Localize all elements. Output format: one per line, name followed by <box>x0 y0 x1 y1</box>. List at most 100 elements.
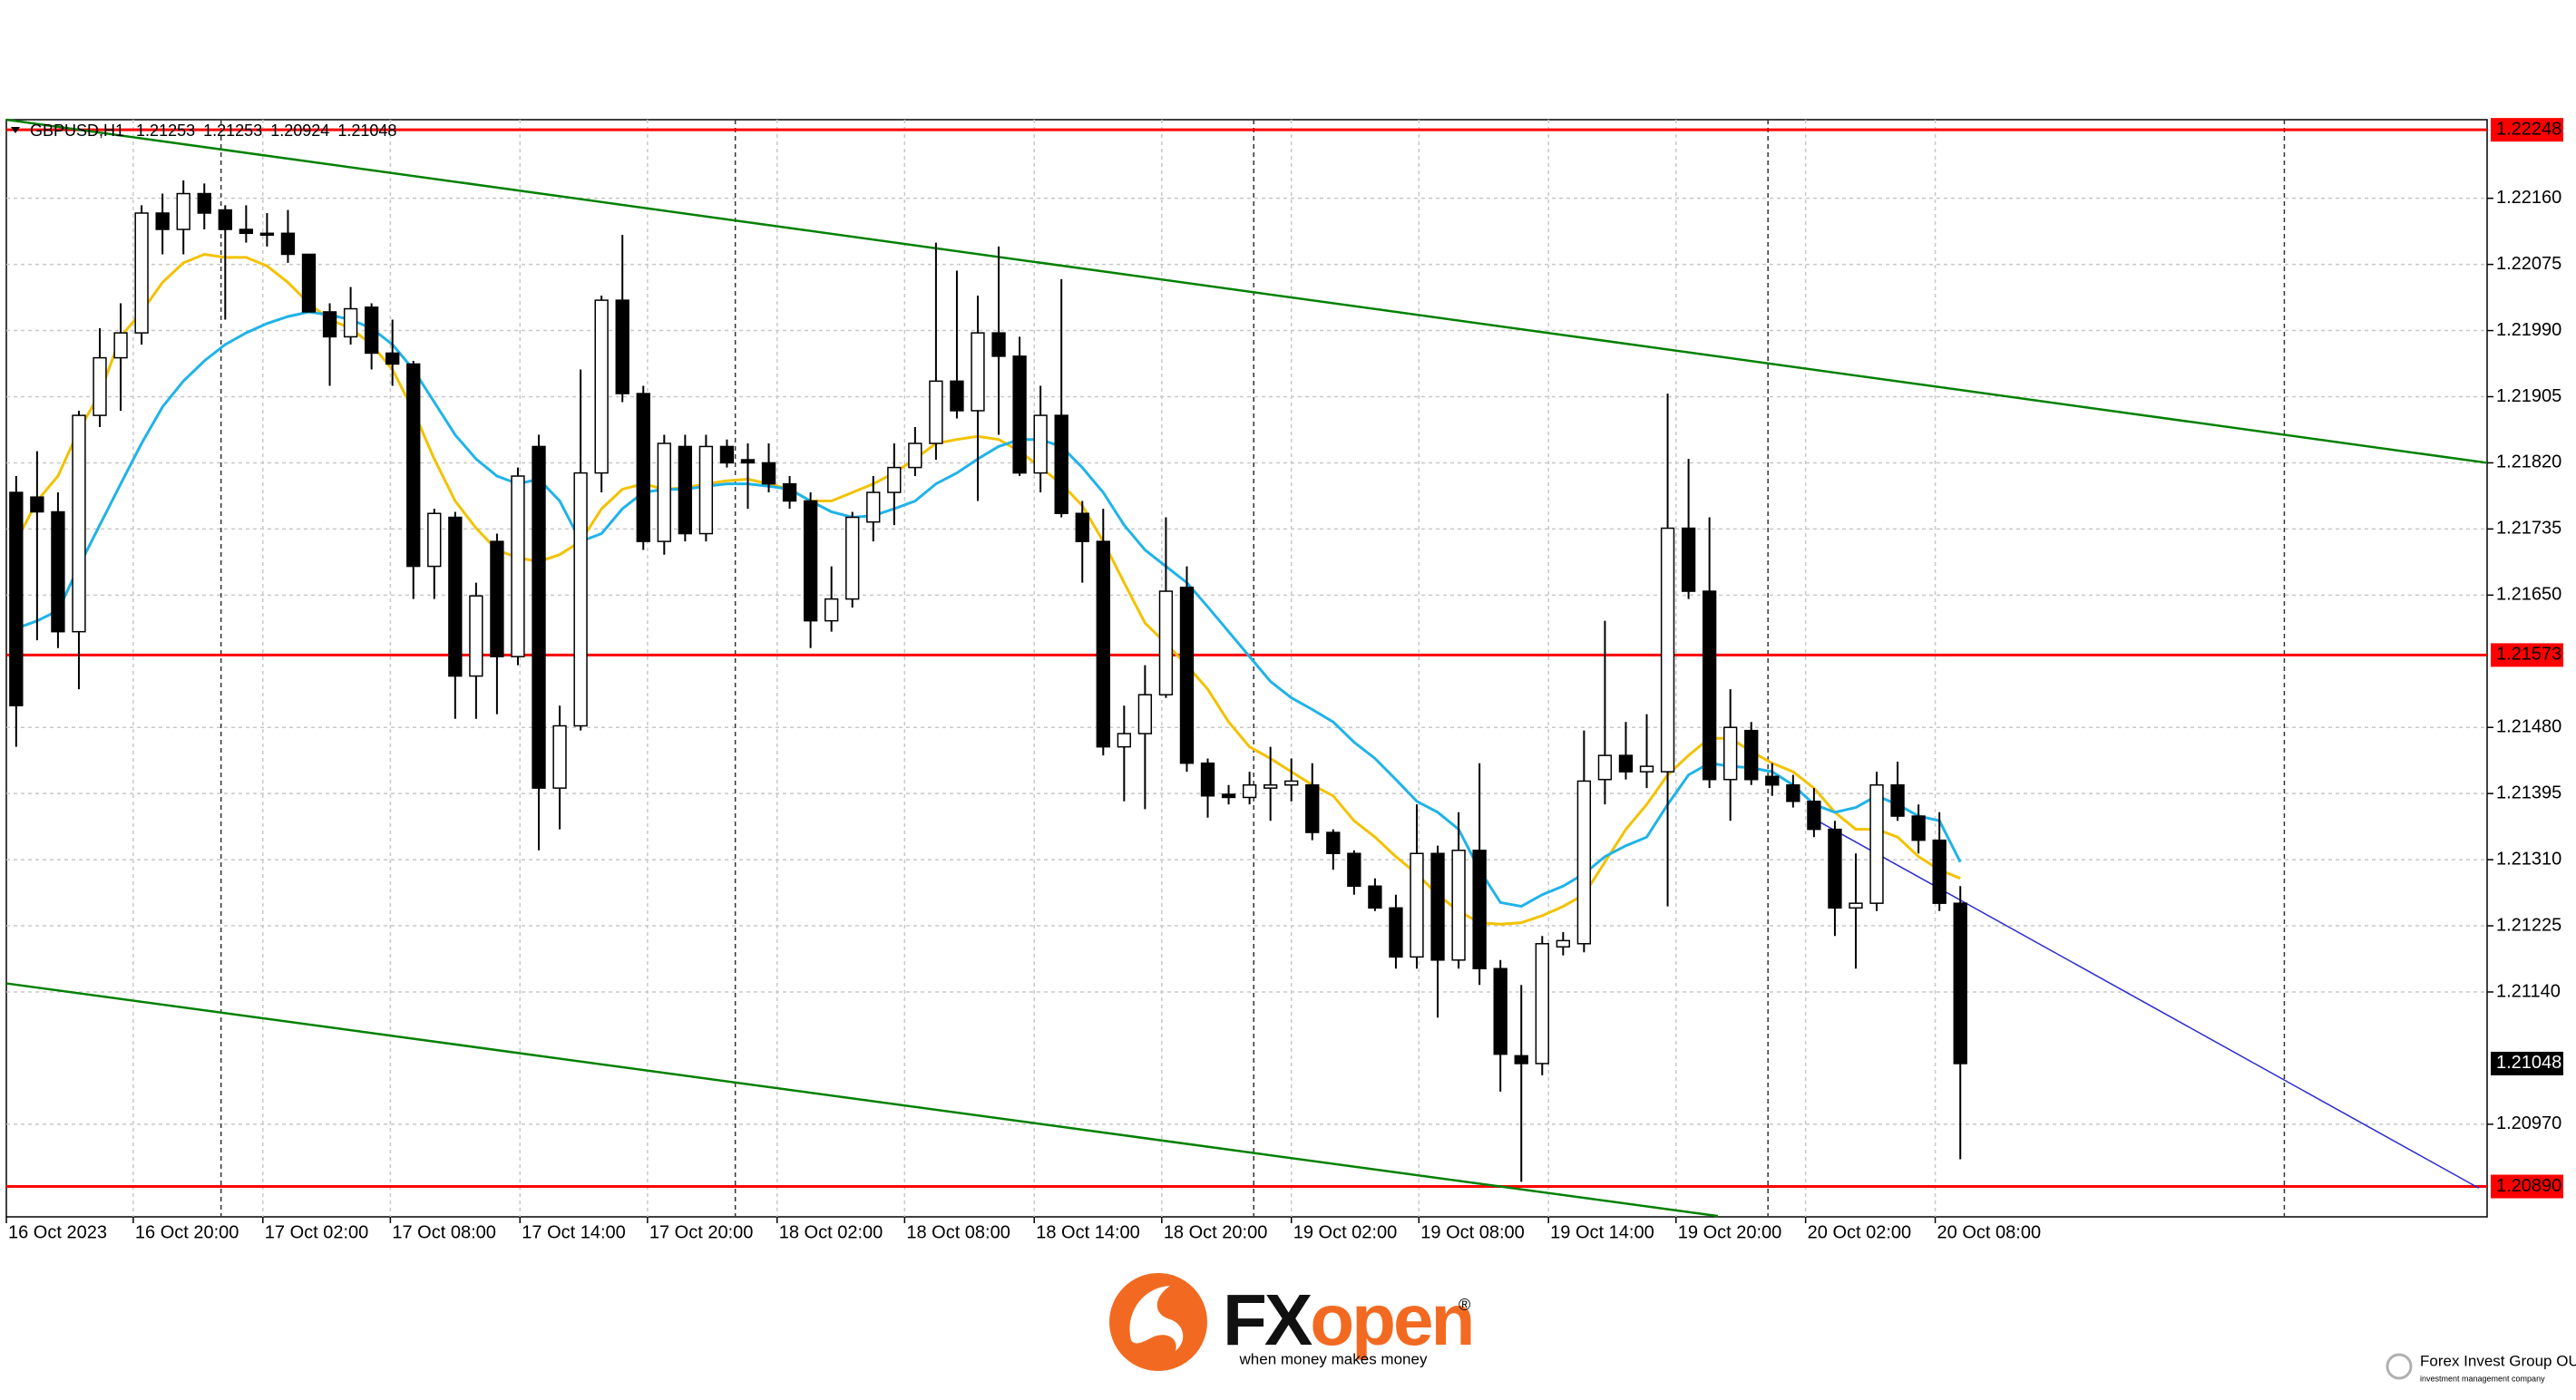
candle-body <box>1430 852 1445 961</box>
level-label: 1.22248 <box>2496 119 2561 139</box>
x-tick-label: 20 Oct 02:00 <box>1808 1222 1912 1242</box>
candle-body <box>887 466 902 493</box>
candle-body <box>1514 1055 1528 1065</box>
header-close: 1.21048 <box>337 122 396 140</box>
level-label: 1.21573 <box>2496 645 2561 665</box>
candle-body <box>197 192 211 214</box>
header-open: 1.21253 <box>136 122 195 140</box>
x-tick-label: 16 Oct 2023 <box>8 1222 107 1242</box>
candle-body <box>1618 754 1634 773</box>
y-tick-label: 1.21735 <box>2496 519 2561 539</box>
logo-swirl <box>1129 1286 1184 1351</box>
y-tick-label: 1.20970 <box>2496 1113 2561 1133</box>
x-tick-label: 18 Oct 14:00 <box>1036 1222 1140 1242</box>
candle-body <box>1911 815 1926 841</box>
candle-body <box>155 212 170 230</box>
candle-body <box>322 311 337 338</box>
candle-body <box>1221 793 1236 799</box>
level-label: 1.20890 <box>2496 1176 2561 1196</box>
candle-body <box>30 496 44 513</box>
candle-body <box>1890 783 1905 817</box>
y-tick-label: 1.21480 <box>2496 717 2561 737</box>
x-tick-label: 19 Oct 20:00 <box>1678 1222 1782 1242</box>
lines-layer <box>5 118 2488 1218</box>
candle-body <box>678 445 693 535</box>
candle-body <box>1744 729 1759 781</box>
candle-body <box>761 462 776 485</box>
candle-body <box>1200 762 1215 797</box>
candle-body <box>51 510 65 633</box>
candle-body <box>740 459 756 464</box>
candle-body <box>448 516 463 677</box>
candle-body <box>1284 780 1299 786</box>
y-tick-label: 1.21650 <box>2496 585 2561 605</box>
x-tick-label: 16 Oct 20:00 <box>135 1222 239 1242</box>
y-tick-label: 1.21225 <box>2496 915 2561 935</box>
candle-body <box>1410 852 1424 958</box>
header: GBPUSD,H1 1.21253 1.21253 1.20924 1.2104… <box>30 122 396 140</box>
logo-open: open <box>1310 1279 1472 1360</box>
candle-body <box>9 491 24 706</box>
y-tick-label: 1.21395 <box>2496 783 2561 802</box>
candle-body <box>1535 943 1549 1065</box>
candle-body <box>1576 780 1592 945</box>
candle-body <box>511 475 525 657</box>
candle-body <box>1723 726 1738 781</box>
x-tick-label: 17 Oct 20:00 <box>649 1222 754 1242</box>
candle-body <box>490 540 504 657</box>
candles-layer <box>9 180 1967 1182</box>
candle-body <box>280 232 296 256</box>
candle-body <box>1368 885 1382 909</box>
y-tick-label: 1.21310 <box>2496 849 2561 869</box>
y-tick-label: 1.21140 <box>2496 981 2561 1001</box>
x-tick-label: 18 Oct 02:00 <box>779 1222 883 1242</box>
candle-body <box>343 307 358 338</box>
candle-body <box>1869 783 1884 904</box>
candle-body <box>1242 783 1257 799</box>
candle-body <box>1117 733 1131 748</box>
trend-line <box>5 982 1719 1218</box>
x-tick-label: 19 Oct 02:00 <box>1293 1222 1398 1242</box>
candle-body <box>1158 590 1174 695</box>
y-tick-label: 1.21820 <box>2496 452 2561 472</box>
candle-body <box>1828 828 1842 909</box>
footer-company: Forex Invest Group OU <box>2420 1352 2576 1369</box>
plot-frame <box>5 119 2488 1218</box>
candle-body <box>636 393 650 542</box>
candle-body <box>1033 414 1048 474</box>
last-price-box <box>2491 1051 2563 1075</box>
candle-body <box>406 363 421 568</box>
candle-body <box>1597 754 1613 781</box>
x-tick-label: 20 Oct 08:00 <box>1937 1222 2042 1242</box>
candle-body <box>1012 355 1027 474</box>
x-tick-label: 18 Oct 08:00 <box>906 1222 1010 1242</box>
candle-body <box>93 356 107 416</box>
header-low: 1.20924 <box>270 122 329 140</box>
x-tick-label: 17 Oct 02:00 <box>265 1222 369 1242</box>
candle-body <box>1681 527 1696 592</box>
candle-body <box>1137 694 1153 734</box>
candle-body <box>239 228 254 235</box>
candle-body <box>1389 907 1403 958</box>
header-high: 1.21253 <box>203 122 262 140</box>
candle-body <box>929 380 943 444</box>
candle-body <box>594 299 609 474</box>
candle-body <box>1807 800 1821 831</box>
candle-body <box>1263 783 1278 789</box>
candle-body <box>908 442 922 469</box>
candle-body <box>845 516 860 600</box>
level-label-box <box>2491 643 2563 667</box>
candle-body <box>803 500 818 622</box>
logo-eye <box>1163 1300 1174 1311</box>
trend-line <box>5 118 2488 464</box>
candle-body <box>1932 839 1947 904</box>
candle-body <box>1347 852 1361 888</box>
candle-body <box>469 595 483 677</box>
logo-wordmark: FXopen <box>1223 1279 1472 1360</box>
footer-subtitle: investment management company <box>2420 1374 2545 1383</box>
candle-body <box>1556 939 1570 948</box>
candle-body <box>1953 902 1967 1065</box>
candle-body <box>301 253 317 313</box>
x-tick-label: 19 Oct 08:00 <box>1420 1222 1525 1242</box>
grid-layer <box>5 120 2493 1223</box>
